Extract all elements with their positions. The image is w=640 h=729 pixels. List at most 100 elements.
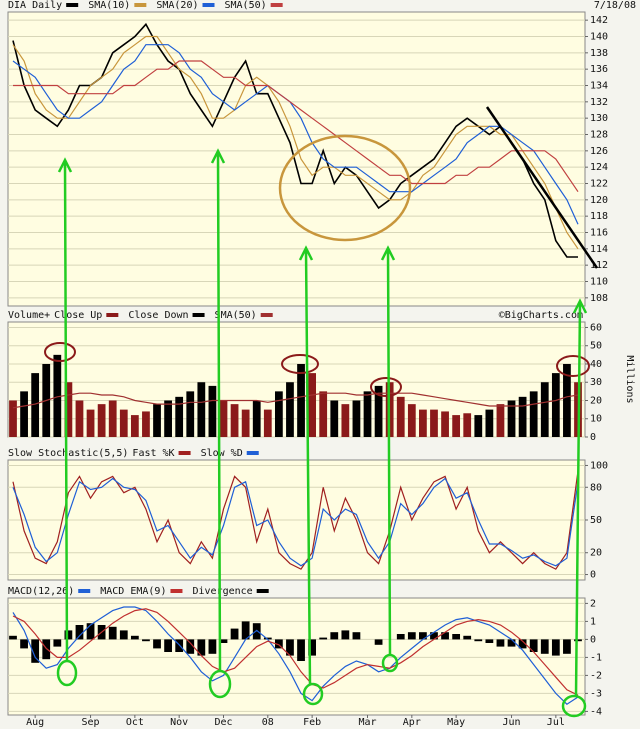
- bar: [186, 391, 195, 437]
- legend-label: SMA(50): [225, 0, 267, 11]
- arrow: [57, 157, 73, 662]
- y-tick-label: 138: [590, 48, 608, 59]
- bar: [274, 391, 283, 437]
- bar: [175, 639, 184, 652]
- legend-label: SMA(20): [156, 0, 198, 11]
- bar: [286, 382, 294, 437]
- y-tick-label: 122: [590, 179, 608, 190]
- y-tick-label: -1: [590, 652, 602, 663]
- bar: [208, 385, 217, 437]
- bar: [551, 639, 560, 656]
- x-tick-label: Oct: [126, 717, 144, 728]
- panel-title: Slow Stochastic(5,5): [8, 448, 128, 459]
- y-tick-label: -3: [590, 688, 602, 699]
- series-line: [12, 477, 579, 567]
- legend-label: MACD EMA(9): [100, 586, 166, 597]
- legend-swatch: [270, 3, 283, 7]
- arrow: [380, 245, 396, 656]
- legend-label: SMA(10): [88, 0, 130, 11]
- bar: [20, 639, 28, 649]
- bar: [396, 396, 405, 437]
- bar: [297, 363, 305, 437]
- legend-swatch: [260, 313, 273, 317]
- series-line: [12, 392, 579, 409]
- bar: [507, 400, 516, 437]
- bar: [197, 639, 206, 656]
- y-tick-label: 0: [590, 634, 596, 645]
- bar: [230, 404, 239, 437]
- y-tick-label: 114: [590, 244, 608, 255]
- bar: [241, 409, 250, 437]
- bar: [563, 639, 571, 654]
- arrows: [56, 148, 588, 718]
- bar: [474, 639, 483, 642]
- panels: 1081101121141161181201221241261281301321…: [7, 0, 636, 728]
- bar: [197, 382, 206, 437]
- circle: [556, 355, 590, 377]
- bar: [230, 628, 239, 640]
- bar: [219, 400, 228, 437]
- y-tick-label: 140: [590, 32, 608, 43]
- bar: [441, 411, 449, 437]
- bar: [463, 635, 472, 640]
- legend-label: Close Down: [128, 310, 188, 321]
- x-tick-label: Feb: [303, 717, 321, 728]
- trend-line: [485, 106, 599, 269]
- y-tick-label: 20: [590, 548, 602, 559]
- bar: [153, 404, 161, 437]
- bar: [341, 630, 350, 640]
- bar: [164, 400, 172, 437]
- circle: [281, 354, 319, 374]
- bar: [31, 639, 40, 663]
- arrow: [210, 148, 226, 672]
- y-tick-label: 134: [590, 81, 608, 92]
- legend-label: Close Up: [54, 310, 102, 321]
- bar: [286, 639, 294, 656]
- legend-swatch: [78, 589, 91, 593]
- y-tick-label: 2: [590, 598, 596, 609]
- bar: [529, 391, 538, 437]
- y-tick-label: 118: [590, 211, 608, 222]
- bar: [574, 639, 582, 642]
- legend-swatch: [170, 589, 183, 593]
- bar: [153, 639, 161, 649]
- y-tick-label: 0: [590, 570, 596, 581]
- y-tick-label: 30: [590, 377, 602, 388]
- date-label: 7/18/08: [594, 0, 636, 11]
- y-tick-label: 120: [590, 195, 608, 206]
- bar: [452, 634, 461, 640]
- bar: [64, 382, 73, 437]
- y-tick-label: 132: [590, 97, 608, 108]
- bar: [108, 626, 117, 640]
- y-tick-label: 136: [590, 64, 608, 75]
- bar: [208, 639, 217, 654]
- y-tick-label: 142: [590, 15, 608, 26]
- bar: [485, 639, 494, 643]
- bar: [297, 639, 305, 661]
- bar: [518, 396, 527, 437]
- bar: [374, 639, 383, 645]
- bar: [252, 400, 261, 437]
- series-line: [12, 470, 579, 570]
- x-tick-label: Jun: [502, 717, 520, 728]
- series-line: [12, 608, 579, 696]
- y-tick-label: 108: [590, 293, 608, 304]
- bar: [540, 382, 549, 437]
- bar: [396, 634, 405, 640]
- y-tick-label: -2: [590, 670, 602, 681]
- bar: [374, 385, 383, 437]
- y-tick-label: 124: [590, 162, 608, 173]
- bar: [241, 621, 250, 640]
- series-line: [12, 606, 579, 705]
- legend-swatch: [202, 3, 215, 7]
- series-line: [12, 35, 579, 250]
- bar: [407, 632, 416, 640]
- bar: [308, 373, 317, 437]
- bar: [319, 391, 328, 437]
- y-tick-label: 0: [590, 432, 596, 443]
- x-tick-label: 08: [262, 717, 274, 728]
- legend-swatch: [192, 313, 205, 317]
- legend-swatch: [134, 3, 147, 7]
- bar: [308, 639, 317, 656]
